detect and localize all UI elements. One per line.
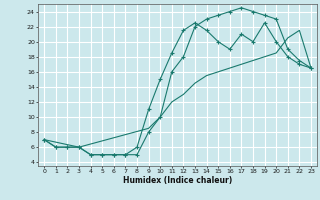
X-axis label: Humidex (Indice chaleur): Humidex (Indice chaleur) [123,176,232,185]
